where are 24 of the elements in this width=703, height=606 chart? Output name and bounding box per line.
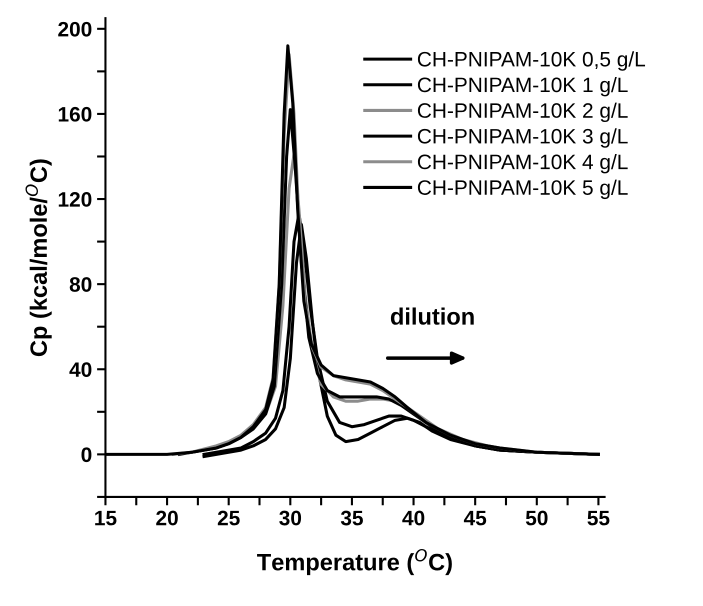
x-tick-label: 15 [95,510,116,526]
x-tick-label: 25 [218,510,240,526]
legend-label: CH-PNIPAM-10K 5 g/L [418,180,628,200]
legend-label: CH-PNIPAM-10K 1 g/L [418,76,628,96]
x-tick-label: 45 [464,510,486,526]
y-tick-label: 120 [58,192,92,207]
annotation: dilution [390,307,474,325]
y-tick-label: 80 [70,277,92,292]
y-tick-label: 40 [69,362,92,378]
x-tick-label: 50 [526,510,548,526]
x-tick-label: 55 [587,510,610,526]
y-axis-title: Cp (kcal/mole/$^{O}$C) [26,159,52,356]
x-tick-label: 35 [340,510,363,526]
legend-label: CH-PNIPAM-10K 0,5 g/L [418,51,646,71]
legend-label: CH-PNIPAM-10K 2 g/L [418,102,628,122]
x-tick-label: 40 [402,510,424,526]
x-axis-title: Temperature ($^{O}$C) [257,548,452,576]
x-tick-label: 20 [156,510,178,526]
x-tick-label: 30 [279,510,302,526]
y-tick-label: 200 [58,22,92,37]
y-tick-label: 160 [58,106,92,122]
y-tick-label: 0 [81,447,92,462]
legend-label: CH-PNIPAM-10K 3 g/L [418,128,628,148]
legend-label: CH-PNIPAM-10K 4 g/L [418,154,628,174]
